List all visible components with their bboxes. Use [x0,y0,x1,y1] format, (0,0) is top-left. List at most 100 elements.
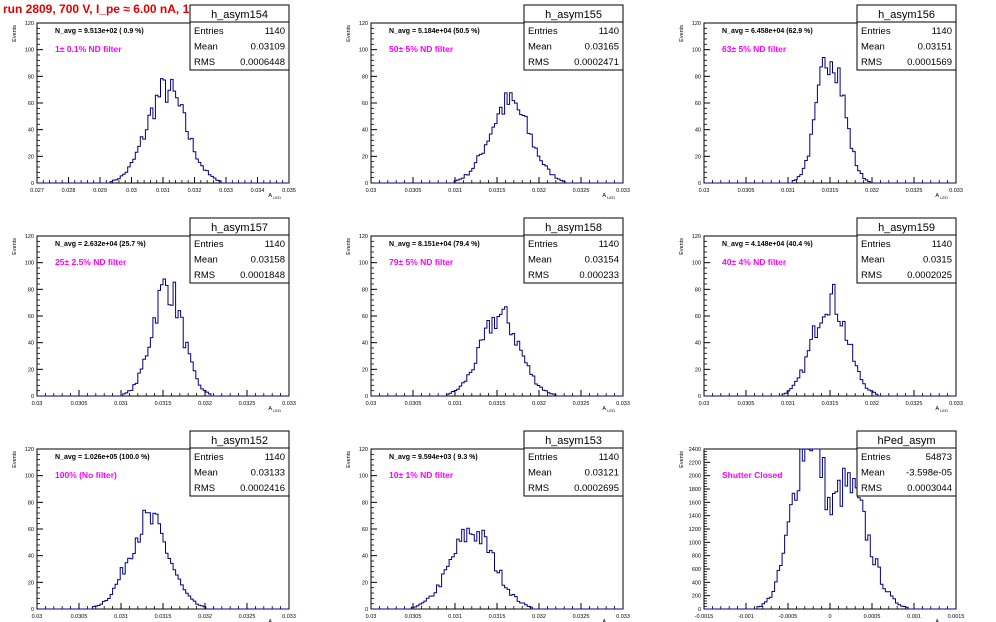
histogram-panel-h_asym153: 0 20 40 60 80 100 120 0.03 0.0305 0.031 0.0315 0.03… [346,430,630,622]
y-tick-label: 100 [25,48,34,54]
stat-value: 0.0002416 [240,483,285,494]
y-axis-title: Events [12,25,18,42]
y-tick-label: 800 [692,554,701,560]
y-tick-label: 2200 [689,460,701,466]
x-tick-label: 0.031 [781,401,795,407]
y-tick-label: 2400 [689,447,701,453]
filter-label: 1± 0.1% ND filter [55,44,122,54]
stat-label: RMS [194,483,215,494]
filter-label: 100% (No filter) [55,470,117,480]
histogram-name: h_asym158 [545,222,602,234]
x-tick-label: 0.031 [448,188,462,194]
x-tick-label: 0.032 [198,614,212,620]
stat-label: Entries [528,239,558,250]
y-tick-label: 0 [698,607,701,613]
stat-value: 0.03121 [585,468,619,479]
x-tick-label: 0.028 [62,188,76,194]
y-tick-label: 80 [362,287,368,293]
y-tick-label: 60 [28,527,34,533]
x-tick-label: 0.0315 [155,614,172,620]
x-tick-label: 0.0305 [405,188,422,194]
y-tick-label: 0 [698,181,701,187]
y-tick-label: 0 [365,607,368,613]
y-axis-title: Events [679,451,685,468]
x-tick-label: 0.033 [219,188,233,194]
stat-label: RMS [528,270,549,281]
y-axis-title: Events [346,451,352,468]
stat-value: 0.0315 [923,255,952,266]
x-tick-label: 0.0305 [405,614,422,620]
stat-label: Mean [194,255,218,266]
y-tick-label: 80 [362,500,368,506]
stat-label: Mean [861,468,885,479]
histogram-line [371,92,623,184]
x-tick-label: 0.0325 [906,188,923,194]
y-tick-label: 40 [695,341,701,347]
y-axis-title: Events [346,238,352,255]
y-tick-label: 80 [362,74,368,80]
histogram-line [37,278,289,397]
navg-label: N_avg = 1.026e+05 (100.0 %) [55,454,150,461]
y-tick-label: 0 [698,394,701,400]
x-tick-label: 0.0315 [822,401,839,407]
stat-value: 1140 [599,239,619,250]
y-tick-label: 40 [362,341,368,347]
y-tick-label: 120 [692,234,701,240]
navg-label: N_avg = 9.594e+03 ( 9.3 %) [389,454,478,461]
stat-value: 1140 [265,452,285,463]
stats-box: h_asym156 Entries 1140 Mean 0.03151 RMS 0.0001… [856,4,957,71]
stats-values-box [523,234,624,284]
run-title: run 2809, 700 V, I_pe ≈ 6.00 nA, 120 Hz [3,2,221,16]
y-tick-label: 60 [695,314,701,320]
stat-label: Entries [861,26,891,37]
x-tick-label: 0.0315 [489,188,506,194]
y-tick-label: 200 [692,594,701,600]
stat-value: 0.03109 [251,42,285,53]
y-axis-title: Events [679,25,685,42]
x-tick-label: 0.03 [366,401,377,407]
x-tick-label: 0.03 [32,614,43,620]
navg-label: N_avg = 6.458e+04 (62.9 %) [722,28,813,35]
stats-values-box [856,447,957,497]
stat-value: 0.03165 [585,42,619,53]
y-tick-label: 100 [359,261,368,267]
histogram-panel-h_asym158: 0 20 40 60 80 100 120 0.03 0.0305 0.031 0.0315 0.03… [346,217,630,413]
stat-label: Mean [861,42,885,53]
y-axis-title: Events [12,451,18,468]
stat-value: -3.598e-05 [906,468,952,479]
x-tick-label: 0.033 [282,614,296,620]
stat-label: RMS [861,483,882,494]
y-tick-label: 120 [25,21,34,27]
histogram-name: h_asym159 [878,222,935,234]
y-tick-label: 120 [25,234,34,240]
histogram-line [371,306,623,397]
x-tick-label: 0.032 [532,614,546,620]
histogram-name: h_asym156 [878,9,935,21]
x-tick-label: 0.033 [949,188,963,194]
stats-box: h_asym154 Entries 1140 Mean 0.03109 RMS 0.0006… [189,4,290,71]
histogram-line [371,527,623,610]
y-tick-label: 0 [365,394,368,400]
x-tick-label: 0.03 [32,401,43,407]
histogram-name: h_asym155 [545,9,602,21]
stat-label: Mean [528,42,552,53]
stat-label: RMS [528,57,549,68]
stats-box: h_asym158 Entries 1140 Mean 0.03154 RMS 0.0002… [523,217,624,284]
y-tick-label: 100 [359,48,368,54]
y-tick-label: 1400 [689,514,701,520]
x-tick-label: 0.0015 [948,614,965,620]
y-tick-label: 20 [695,367,701,373]
histogram-line [704,57,956,184]
stats-box: h_asym152 Entries 1140 Mean 0.03133 RMS 0.0002… [189,430,290,497]
navg-label: N_avg = 9.513e+02 ( 0.9 %) [55,28,144,35]
y-tick-label: 0 [31,181,34,187]
stat-value: 54873 [926,452,952,463]
histogram-name: h_asym157 [211,222,268,234]
y-tick-label: 40 [28,128,34,134]
x-tick-label: 0.0325 [573,614,590,620]
x-tick-label: 0.0305 [738,188,755,194]
x-tick-label: 0.032 [532,401,546,407]
y-tick-label: 120 [359,21,368,27]
